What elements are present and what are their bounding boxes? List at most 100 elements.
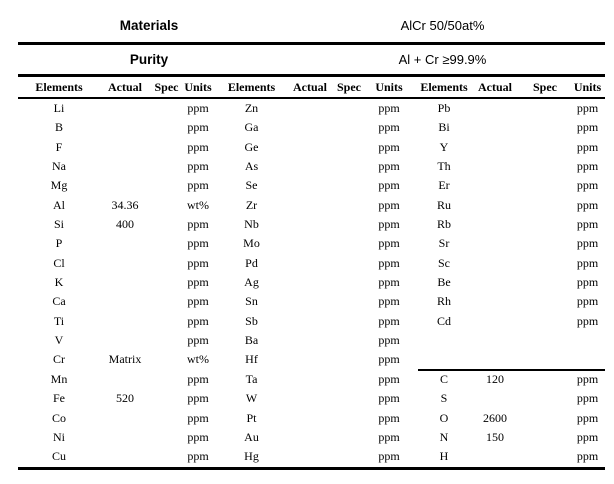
cell-spec [520,176,570,195]
cell-units: ppm [576,275,599,290]
cell-element: Pb [437,101,451,115]
cell-units: ppm [576,139,599,154]
cell-actual [470,312,520,331]
cell-spec [150,312,183,331]
column-gap [410,234,418,253]
cell-spec [330,254,368,273]
cell-actual [470,196,520,215]
cell-spec [150,409,183,428]
cell-spec [520,370,570,389]
cell-element: Y [439,139,449,154]
cell-spec [150,331,183,350]
cell-spec [150,254,183,273]
cell-spec [150,447,183,466]
cell-element: Sc [438,255,450,270]
cell-actual [100,370,150,389]
cell-element: Sn [245,294,258,309]
table-header: Elements Actual Spec Units Elements Actu… [18,77,605,99]
cell-spec [150,234,183,253]
cell-element: Ca [52,294,66,309]
cell-element: Pd [245,255,258,270]
cell-actual [470,215,520,234]
cell-spec [330,409,368,428]
cell-element: Zn [244,101,259,115]
cell-actual [470,292,520,311]
cell-element: C [439,371,448,386]
cell-spec [330,196,368,215]
cell-spec [520,138,570,157]
cell-spec [330,99,368,118]
cell-actual [290,447,330,466]
cell-units: ppm [187,139,209,154]
cell-element: Co [51,410,66,425]
materials-value: AlCr 50/50at% [400,18,485,33]
cell-actual [470,447,520,466]
column-gap [410,312,418,331]
cell-element: Mo [243,236,260,251]
column-gap [410,118,418,137]
purity-row: Purity Al + Cr ≥99.9% [18,45,605,77]
cell-units [570,350,605,369]
cell-spec [520,157,570,176]
cell-spec [150,273,183,292]
cell-actual [290,292,330,311]
cell-actual [290,273,330,292]
cell-element: K [54,275,64,290]
cell-units: ppm [378,275,400,290]
column-gap [410,389,418,408]
column-header-spec: Spec [337,80,361,94]
cell-element: Ga [244,120,259,135]
cell-actual [100,292,150,311]
column-gap [410,409,418,428]
cell-units: ppm [576,255,599,270]
cell-units: ppm [187,449,209,464]
cell-units: wt% [187,352,209,367]
cell-actual [100,331,150,350]
cell-element: Cd [436,313,451,328]
column-gap [410,331,418,350]
column-gap [410,77,418,97]
cell-units: ppm [576,429,599,444]
cell-units: ppm [378,236,400,251]
cell-actual [290,409,330,428]
cell-actual [470,99,520,118]
cell-units: ppm [378,159,400,174]
cell-spec [330,312,368,331]
cell-units: ppm [378,217,400,232]
cell-units: ppm [576,120,599,135]
cell-units: ppm [378,255,400,270]
materials-label: Materials [119,18,179,33]
cell-spec [150,176,183,195]
cell-actual: 120 [486,371,504,386]
column-gap [410,292,418,311]
cell-element: Sb [245,313,258,328]
cell-element: P [55,236,63,251]
column-header-spec: Spec [154,80,179,94]
column-gap [410,176,418,195]
cell-units: ppm [187,429,209,444]
cell-actual [470,331,520,350]
cell-actual [290,118,330,137]
cell-element [418,331,470,350]
cell-element: Ba [244,333,259,348]
column-gap [410,273,418,292]
cell-actual [290,99,330,118]
cell-actual [290,350,330,369]
cell-spec [330,370,368,389]
cell-actual [100,409,150,428]
cell-spec [150,370,183,389]
cell-spec [330,273,368,292]
cell-spec [330,447,368,466]
cell-units: wt% [187,197,209,212]
cell-actual [100,447,150,466]
cell-spec [330,176,368,195]
cell-actual [290,428,330,447]
cell-element: Bi [438,120,450,135]
cell-units: ppm [187,255,209,270]
column-gap [410,254,418,273]
column-header-spec: Spec [533,80,557,94]
cell-element: Au [244,429,259,444]
cell-spec [330,350,368,369]
cell-element: V [54,333,64,348]
